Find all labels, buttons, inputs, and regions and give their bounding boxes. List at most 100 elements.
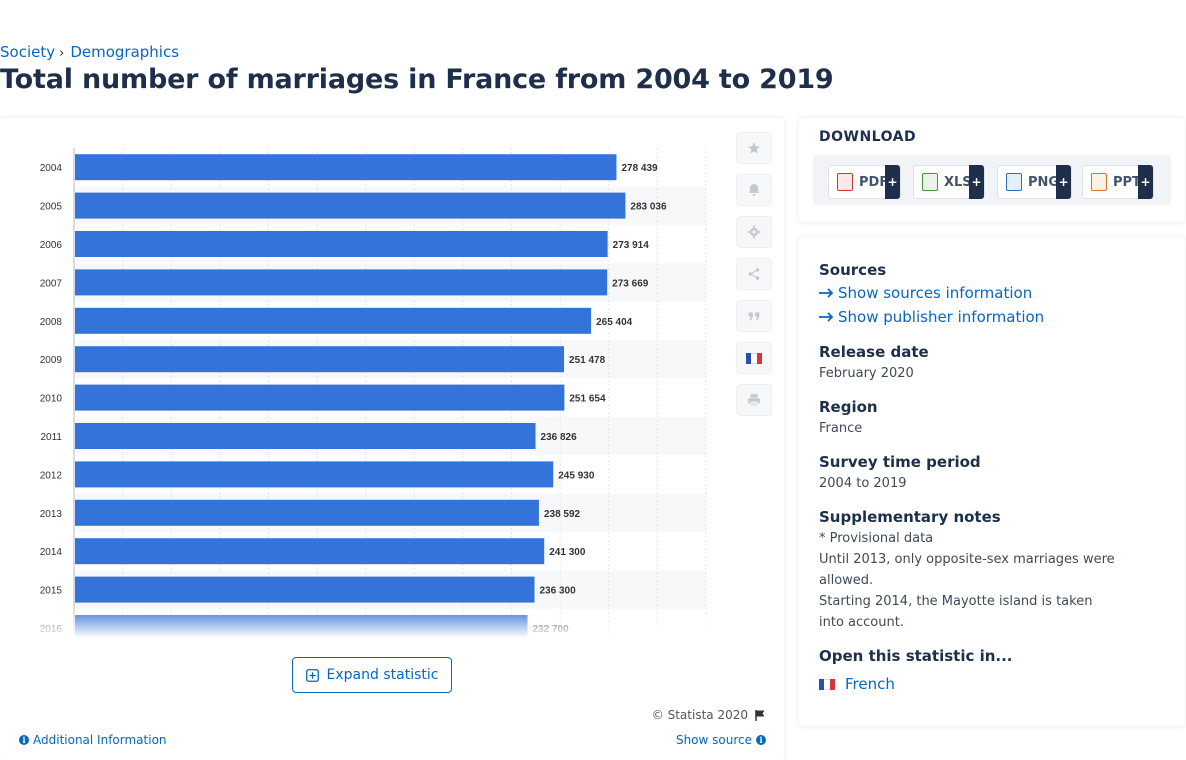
additional-information-link[interactable]: i Additional Information bbox=[19, 733, 167, 747]
png-file-icon bbox=[1006, 173, 1022, 191]
download-panel: DOWNLOAD PDF + XLS + PNG + PPT + bbox=[799, 118, 1185, 222]
category-tick-label: 2012 bbox=[40, 470, 63, 481]
copyright-text: © Statista 2020 bbox=[651, 708, 748, 722]
category-tick-label: 2013 bbox=[40, 509, 63, 520]
download-pdf-plus[interactable]: + bbox=[885, 165, 900, 199]
category-tick-label: 2010 bbox=[40, 394, 63, 405]
bar bbox=[75, 461, 554, 488]
french-flag-icon bbox=[819, 678, 835, 690]
bar bbox=[75, 154, 617, 181]
bar-value-label: 236 826 bbox=[541, 432, 578, 443]
arrow-right-icon bbox=[819, 312, 834, 322]
info-icon: i bbox=[19, 735, 29, 745]
download-buttons: PDF + XLS + PNG + PPT + bbox=[813, 155, 1171, 205]
category-tick-label: 2008 bbox=[40, 317, 63, 328]
share-icon[interactable] bbox=[736, 258, 772, 290]
bar bbox=[75, 576, 535, 603]
category-tick-label: 2007 bbox=[40, 278, 63, 289]
bar-value-label: 283 036 bbox=[630, 202, 667, 213]
expand-statistic-label: Expand statistic bbox=[326, 667, 439, 683]
info-icon: i bbox=[756, 735, 766, 745]
show-sources-link[interactable]: Show sources information bbox=[819, 284, 1032, 302]
statistic-info-panel: Sources Show sources information Show pu… bbox=[799, 237, 1185, 726]
chart-toolbar bbox=[736, 132, 772, 426]
bar-value-label: 251 478 bbox=[569, 355, 606, 366]
additional-information-label: Additional Information bbox=[33, 733, 167, 747]
bar bbox=[75, 538, 545, 565]
open-french-label: French bbox=[845, 675, 895, 693]
print-icon[interactable] bbox=[736, 384, 772, 416]
bar-value-label: 238 592 bbox=[544, 509, 581, 520]
download-xls-button[interactable]: XLS + bbox=[913, 165, 985, 199]
category-tick-label: 2004 bbox=[40, 163, 63, 174]
show-publisher-link[interactable]: Show publisher information bbox=[819, 308, 1044, 326]
show-source-link[interactable]: Show source i bbox=[676, 733, 766, 747]
french-flag-icon[interactable] bbox=[736, 342, 772, 374]
bar bbox=[75, 192, 626, 219]
bar bbox=[75, 346, 565, 373]
bar bbox=[75, 307, 592, 334]
copyright: © Statista 2020 bbox=[652, 708, 766, 722]
bar-value-label: 241 300 bbox=[549, 547, 586, 558]
plus-square-icon bbox=[305, 668, 319, 682]
category-tick-label: 2015 bbox=[40, 586, 63, 597]
bar bbox=[75, 423, 536, 449]
download-ppt-button[interactable]: PPT + bbox=[1082, 165, 1154, 199]
breadcrumb-demographics[interactable]: Demographics bbox=[70, 43, 180, 61]
bar-value-label: 236 300 bbox=[540, 586, 577, 597]
ppt-file-icon bbox=[1091, 173, 1107, 191]
bar-value-label: 278 439 bbox=[621, 163, 658, 174]
download-ppt-plus[interactable]: + bbox=[1138, 165, 1153, 199]
bar bbox=[75, 499, 539, 526]
flag-report-icon[interactable] bbox=[754, 709, 766, 721]
star-icon[interactable] bbox=[736, 132, 772, 164]
show-sources-label: Show sources information bbox=[838, 284, 1033, 302]
open-statistic-heading: Open this statistic in... bbox=[819, 647, 1013, 665]
bar-value-label: 273 914 bbox=[613, 240, 650, 251]
bar bbox=[75, 231, 608, 257]
download-title: DOWNLOAD bbox=[819, 129, 917, 145]
download-xls-label: XLS bbox=[944, 174, 972, 190]
category-tick-label: 2006 bbox=[40, 240, 63, 251]
bar bbox=[75, 384, 565, 411]
download-xls-plus[interactable]: + bbox=[969, 165, 984, 199]
supplementary-notes-heading: Supplementary notes bbox=[819, 508, 1001, 526]
survey-period-value: 2004 to 2019 bbox=[819, 476, 907, 491]
category-tick-label: 2014 bbox=[40, 547, 63, 558]
region-value: France bbox=[819, 421, 863, 436]
expand-statistic-button[interactable]: Expand statistic bbox=[292, 657, 452, 693]
category-tick-label: 2011 bbox=[40, 432, 62, 443]
open-french-link[interactable]: French bbox=[819, 675, 895, 693]
sources-heading: Sources bbox=[819, 261, 887, 279]
category-tick-label: 2009 bbox=[40, 355, 63, 366]
bar-chart: 278 439 2004 283 036 2005 273 914 2006 273 669… bbox=[40, 148, 707, 638]
breadcrumb-society[interactable]: Society bbox=[0, 43, 56, 61]
quote-icon[interactable] bbox=[736, 300, 772, 332]
arrow-right-icon bbox=[819, 288, 834, 298]
download-pdf-button[interactable]: PDF + bbox=[828, 165, 901, 199]
download-pdf-label: PDF bbox=[859, 174, 889, 190]
breadcrumb: Society › Demographics bbox=[0, 43, 179, 61]
page-title: Total number of marriages in France from… bbox=[0, 64, 834, 95]
region-heading: Region bbox=[819, 398, 878, 416]
pdf-file-icon bbox=[837, 173, 853, 191]
supplementary-note: Starting 2014, the Mayotte island is tak… bbox=[819, 594, 1093, 630]
category-tick-label: 2005 bbox=[40, 202, 63, 213]
download-png-label: PNG bbox=[1028, 174, 1060, 190]
download-png-button[interactable]: PNG + bbox=[997, 165, 1072, 199]
bar-value-label: 245 930 bbox=[558, 470, 595, 481]
supplementary-note: Until 2013, only opposite-sex marriages … bbox=[819, 552, 1115, 588]
bell-icon[interactable] bbox=[736, 174, 772, 206]
download-png-plus[interactable]: + bbox=[1056, 165, 1071, 199]
chart-fade-overlay bbox=[0, 608, 740, 638]
supplementary-note: * Provisional data bbox=[819, 531, 934, 546]
release-date-heading: Release date bbox=[819, 343, 929, 361]
gear-icon[interactable] bbox=[736, 216, 772, 248]
xls-file-icon bbox=[922, 173, 938, 191]
show-source-label: Show source bbox=[675, 733, 752, 747]
bar-value-label: 251 654 bbox=[569, 394, 606, 405]
release-date-value: February 2020 bbox=[819, 366, 914, 381]
download-ppt-label: PPT bbox=[1113, 174, 1141, 190]
show-publisher-label: Show publisher information bbox=[838, 308, 1045, 326]
breadcrumb-separator: › bbox=[59, 46, 65, 61]
